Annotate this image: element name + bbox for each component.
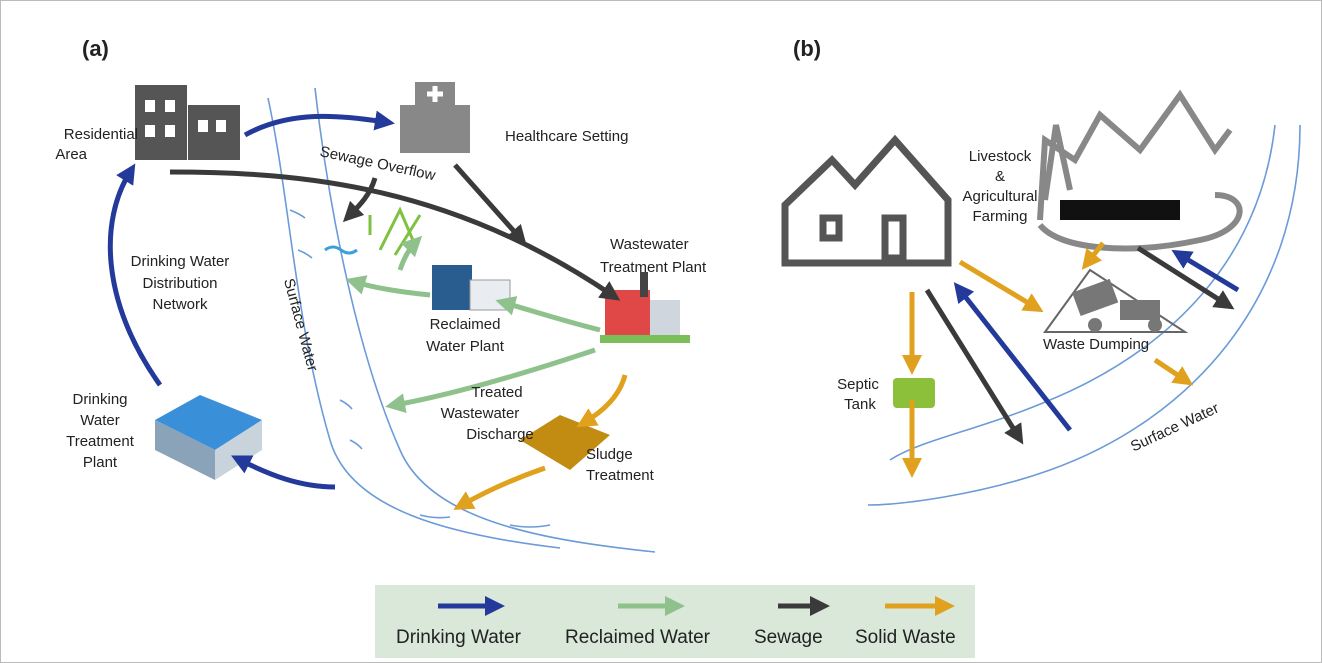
legend-label: Solid Waste <box>855 627 956 648</box>
label: Discharge <box>466 426 534 443</box>
label: Network <box>152 296 208 313</box>
label: Treated <box>471 384 522 401</box>
label: Treatment <box>66 433 135 450</box>
label: & <box>995 168 1005 185</box>
label: Water <box>80 412 119 429</box>
house-icon <box>785 140 948 263</box>
label: Treatment Plant <box>600 259 707 276</box>
residential-icon <box>135 85 240 160</box>
label: Area <box>55 146 87 163</box>
label: Plant <box>83 454 118 471</box>
label: Waste Dumping <box>1043 336 1149 353</box>
diagram: (a) Residential Area Healthcare Setting … <box>0 0 1322 663</box>
wastewater-plant-icon <box>600 272 690 343</box>
legend-label: Reclaimed Water <box>565 627 711 648</box>
label: Sludge <box>586 446 633 463</box>
drinking-plant-icon <box>155 395 262 480</box>
label: Agricultural <box>962 188 1037 205</box>
farm-icon <box>1040 95 1240 248</box>
dump-icon <box>1045 270 1185 332</box>
legend-label: Drinking Water <box>396 627 522 648</box>
label: Livestock <box>969 148 1032 165</box>
hospital-icon <box>400 82 470 153</box>
label: Residential <box>64 126 138 143</box>
flow-arrows-b <box>912 243 1238 468</box>
label: Wastewater <box>441 405 520 422</box>
panel-tag: (a) <box>82 36 109 61</box>
label: Drinking Water <box>131 253 230 270</box>
label: Healthcare Setting <box>505 128 628 145</box>
label: Drinking <box>72 391 127 408</box>
label: Distribution <box>142 275 217 292</box>
label: Water Plant <box>426 338 505 355</box>
reclaimed-plant-icon <box>432 265 510 310</box>
legend-label: Sewage <box>754 627 823 648</box>
label: Reclaimed <box>430 316 501 333</box>
label: Wastewater <box>610 236 689 253</box>
panel-tag: (b) <box>793 36 821 61</box>
park-icon <box>325 210 420 255</box>
label: Treatment <box>586 467 655 484</box>
label: Surface Water <box>280 277 321 373</box>
label: Septic <box>837 376 879 393</box>
label: Surface Water <box>1128 400 1222 456</box>
label: Farming <box>972 208 1027 225</box>
label: Tank <box>844 396 876 413</box>
